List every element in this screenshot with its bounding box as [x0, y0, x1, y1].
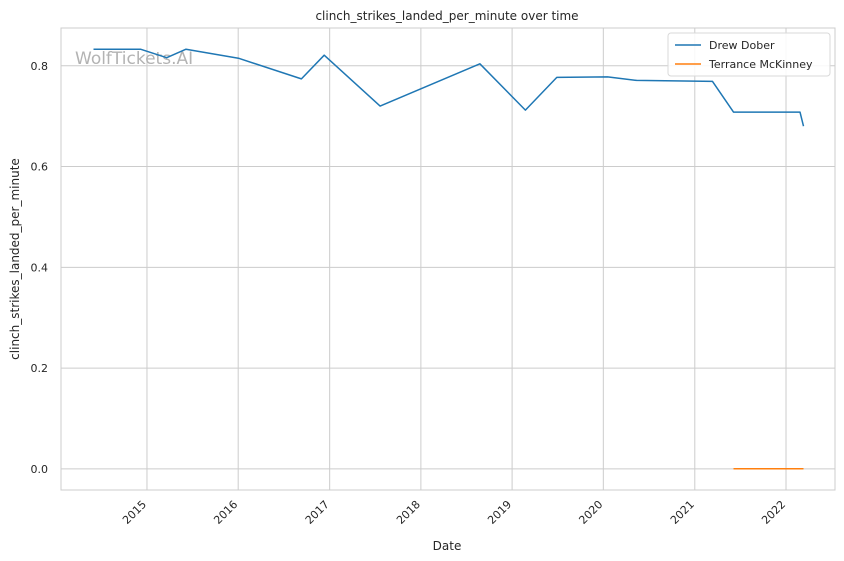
data-point-drew-dober: [300, 78, 302, 80]
data-point-drew-dober: [799, 111, 801, 113]
x-tick-label: 2022: [759, 498, 788, 527]
x-tick-label: 2016: [211, 498, 240, 527]
data-point-drew-dober: [323, 54, 325, 56]
x-tick-label: 2018: [394, 498, 423, 527]
data-point-terrance-mckinney: [802, 468, 804, 470]
series-line-drew-dober: [93, 48, 805, 127]
data-point-drew-dober: [635, 79, 637, 81]
x-tick-label: 2015: [120, 498, 149, 527]
y-axis-label: clinch_strikes_landed_per_minute: [8, 158, 22, 360]
y-tick-labels: 0.0 0.2 0.4 0.6 0.8: [31, 60, 49, 476]
chart-title: clinch_strikes_landed_per_minute over ti…: [315, 9, 578, 23]
data-point-terrance-mckinney: [732, 468, 734, 470]
plot-area: [61, 28, 835, 490]
series-layer: [92, 48, 805, 470]
legend-box: [667, 32, 831, 77]
x-gridlines: [146, 28, 787, 490]
data-point-drew-dober: [237, 57, 239, 59]
legend-label-terrance-mckinney: Terrance McKinney: [708, 58, 813, 71]
data-point-drew-dober: [606, 76, 608, 78]
plot-frame: [60, 27, 836, 491]
legend-label-drew-dober: Drew Dober: [709, 39, 775, 52]
data-point-drew-dober: [556, 76, 558, 78]
data-point-drew-dober: [379, 105, 381, 107]
x-tick-label: 2019: [485, 498, 514, 527]
data-point-drew-dober: [479, 63, 481, 65]
x-tick-labels: 2015 2016 2017 2018 2019 2020 2021 2022: [120, 498, 788, 527]
data-point-drew-dober: [524, 109, 526, 111]
data-point-drew-dober: [166, 57, 168, 59]
y-tick-label: 0.2: [31, 362, 49, 375]
legend: Drew Dober Terrance McKinney: [667, 32, 831, 77]
y-tick-label: 0.6: [31, 161, 49, 174]
y-tick-label: 0.0: [31, 463, 49, 476]
data-point-drew-dober: [139, 48, 141, 50]
data-point-drew-dober: [802, 125, 804, 127]
y-tick-label: 0.8: [31, 60, 49, 73]
data-point-drew-dober: [711, 80, 713, 82]
data-point-drew-dober: [92, 48, 94, 50]
x-tick-label: 2017: [303, 498, 332, 527]
watermark: WolfTickets.AI: [75, 49, 193, 69]
data-point-drew-dober: [185, 48, 187, 50]
x-axis-label: Date: [433, 539, 462, 553]
x-tick-label: 2020: [576, 498, 605, 527]
data-point-drew-dober: [732, 111, 734, 113]
x-tick-label: 2021: [668, 498, 697, 527]
y-tick-label: 0.4: [31, 261, 49, 274]
